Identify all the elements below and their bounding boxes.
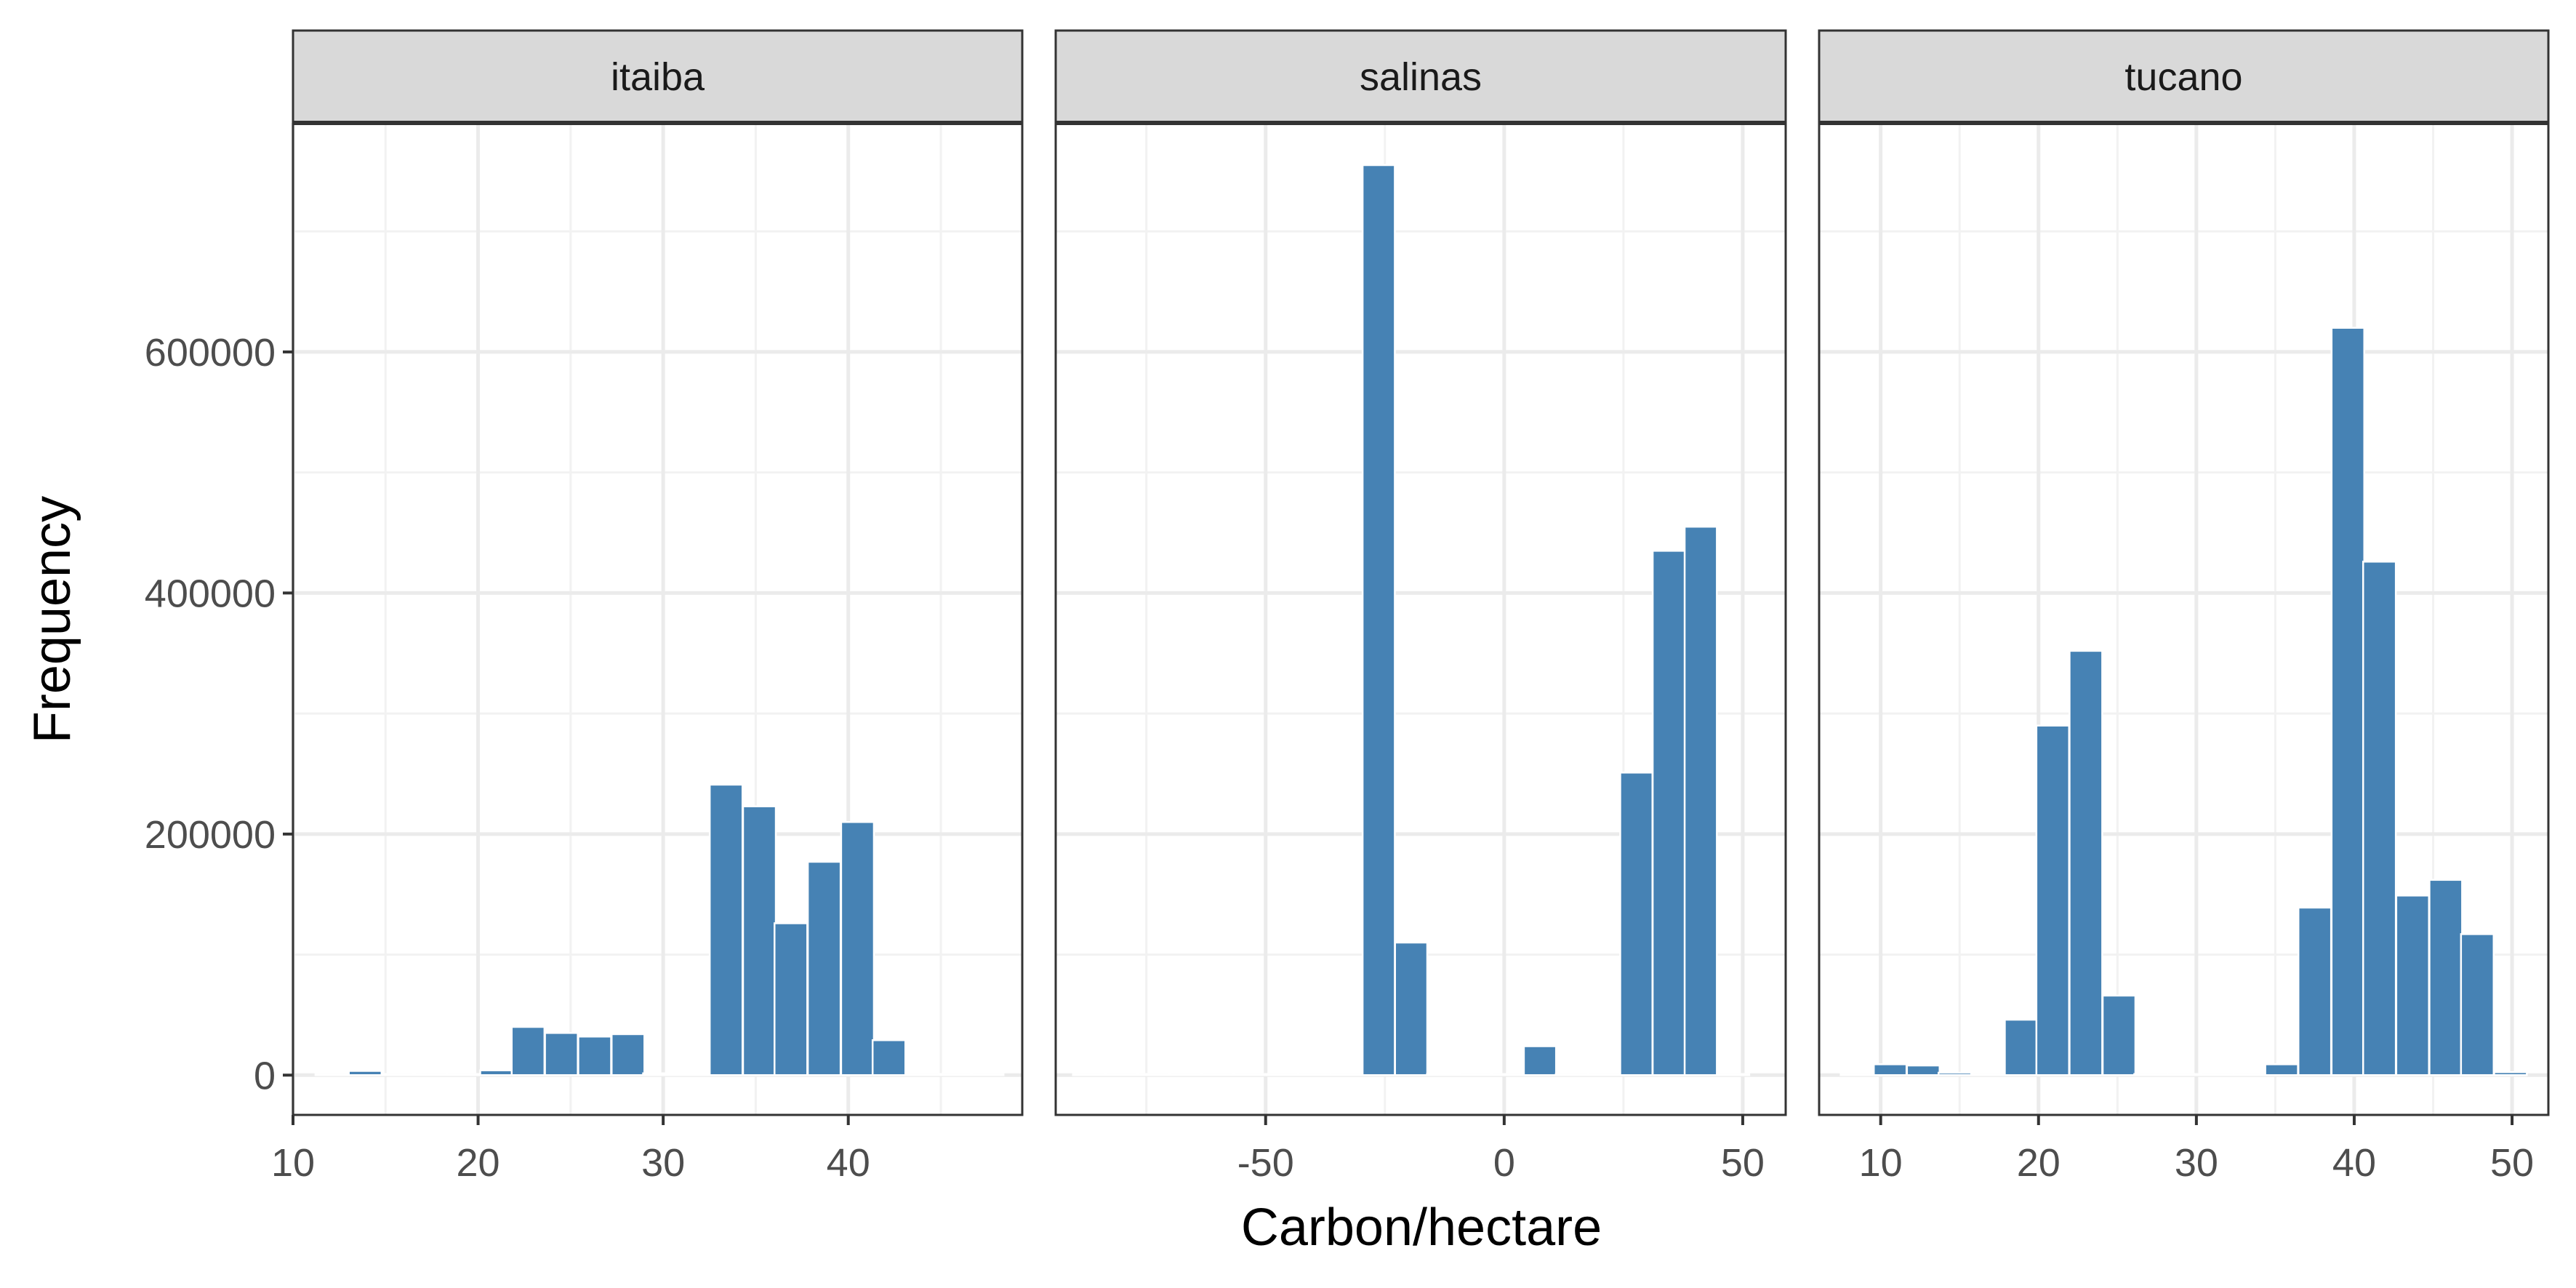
histogram-bar <box>1554 1073 1589 1076</box>
histogram-bar <box>969 1073 1005 1076</box>
histogram-bar <box>610 1033 646 1076</box>
histogram-bar <box>642 1072 677 1076</box>
histogram-bar <box>1490 1073 1525 1076</box>
histogram-bar <box>1906 1064 1941 1076</box>
histogram-bar <box>412 1073 448 1076</box>
facet-strip-label: salinas <box>1360 55 1482 99</box>
histogram-bar <box>1361 164 1396 1076</box>
histogram-bar <box>1522 1045 1557 1076</box>
x-tick-label: 20 <box>457 1141 500 1185</box>
x-tick-label: 30 <box>641 1141 685 1185</box>
histogram-bar <box>381 1073 416 1076</box>
y-axis-title: Frequency <box>23 496 81 743</box>
histogram-bar <box>348 1070 383 1076</box>
histogram-bar <box>1970 1073 2006 1076</box>
histogram-bar <box>2264 1063 2299 1076</box>
histogram-bar <box>2133 1073 2168 1076</box>
histogram-bar <box>1072 1073 1107 1076</box>
x-tick-label: 50 <box>2490 1141 2534 1185</box>
histogram-bar <box>1104 1073 1139 1076</box>
histogram-bar <box>1168 1073 1203 1076</box>
histogram-bar <box>2493 1071 2528 1076</box>
histogram-bar <box>2395 895 2431 1076</box>
histogram-bar <box>2330 327 2366 1076</box>
histogram-bar <box>2035 724 2071 1076</box>
histogram-bar <box>2232 1073 2268 1076</box>
histogram-bar <box>2101 994 2137 1076</box>
y-tick-label: 0 <box>254 1054 276 1097</box>
histogram-bar <box>2199 1073 2234 1076</box>
histogram-bar <box>2297 906 2332 1076</box>
histogram-bar <box>1651 550 1686 1076</box>
x-tick-label: 20 <box>2017 1141 2061 1185</box>
histogram-bar <box>840 821 875 1076</box>
histogram-bar <box>1839 1073 1874 1076</box>
histogram-bar <box>1872 1063 1908 1076</box>
histogram-bar <box>1683 525 1718 1076</box>
x-axis-title: Carbon/hectare <box>1241 1199 1602 1257</box>
histogram-bar <box>479 1069 514 1076</box>
x-tick-label: 30 <box>2175 1141 2218 1185</box>
facet-tucano: tucano 10 20 30 40 50 <box>1818 29 2550 1185</box>
histogram-bar <box>1200 1073 1235 1076</box>
panel-background <box>293 123 1022 1115</box>
histogram-bar <box>446 1073 481 1076</box>
facet-strip <box>1818 29 2550 124</box>
y-tick-label: 200000 <box>145 813 276 857</box>
histogram-bar <box>314 1073 350 1076</box>
x-tick-label: 0 <box>1493 1141 1515 1185</box>
histogram-bar <box>1232 1073 1267 1076</box>
histogram-bar <box>1136 1073 1171 1076</box>
facet-salinas: salinas -50 0 50 <box>1054 29 1787 1185</box>
facet-strip-label: itaiba <box>611 55 705 99</box>
x-tick-label: 50 <box>1721 1141 1765 1185</box>
facet-strip-label: tucano <box>2124 55 2242 99</box>
x-tick-label: 10 <box>1859 1141 1903 1185</box>
x-tick-label: 40 <box>827 1141 870 1185</box>
histogram-bar <box>1329 1073 1364 1076</box>
facet-itaiba: itaiba 10 20 30 40 <box>271 29 1024 1185</box>
histogram-bar <box>708 783 744 1076</box>
x-tick-label: 40 <box>2332 1141 2376 1185</box>
facet-strip <box>1054 29 1787 124</box>
histogram-bar <box>2069 649 2103 1076</box>
histogram-bar <box>675 1072 710 1076</box>
histogram-bar <box>774 922 808 1076</box>
histogram-bar <box>2460 933 2495 1076</box>
histogram-bar <box>742 805 777 1076</box>
histogram-bar <box>806 860 842 1076</box>
histogram-bar <box>1297 1073 1332 1076</box>
histogram-bar <box>2428 879 2463 1076</box>
y-tick-label: 600000 <box>145 331 276 375</box>
y-tick-label: 400000 <box>145 572 276 615</box>
histogram-bar <box>510 1025 546 1076</box>
histogram-bar <box>1394 941 1429 1076</box>
histogram-bar <box>938 1073 974 1076</box>
histogram-bar <box>1458 1073 1493 1076</box>
x-tick-label: 10 <box>271 1141 315 1185</box>
histogram-bar <box>544 1032 579 1076</box>
x-tick-label: -50 <box>1237 1141 1294 1185</box>
histogram-bar <box>2362 561 2397 1076</box>
histogram-bar <box>2166 1073 2202 1076</box>
histogram-bar <box>577 1036 612 1076</box>
histogram-bar <box>1716 1073 1751 1076</box>
histogram-bar <box>1587 1073 1622 1076</box>
histogram-bar <box>1426 1073 1461 1076</box>
histogram-bar <box>904 1073 940 1076</box>
histogram-bar <box>871 1039 907 1076</box>
histogram-bar <box>1619 772 1654 1076</box>
facets-layer: itaiba 10 20 30 40 salinas -50 0 50 tucano 10 20 30 4… <box>271 29 2550 1185</box>
histogram-bar <box>2004 1018 2039 1076</box>
histogram-bar <box>1937 1071 1973 1076</box>
histogram-bar <box>1265 1073 1300 1076</box>
y-axis: 0 200000 400000 600000 <box>145 331 293 1097</box>
